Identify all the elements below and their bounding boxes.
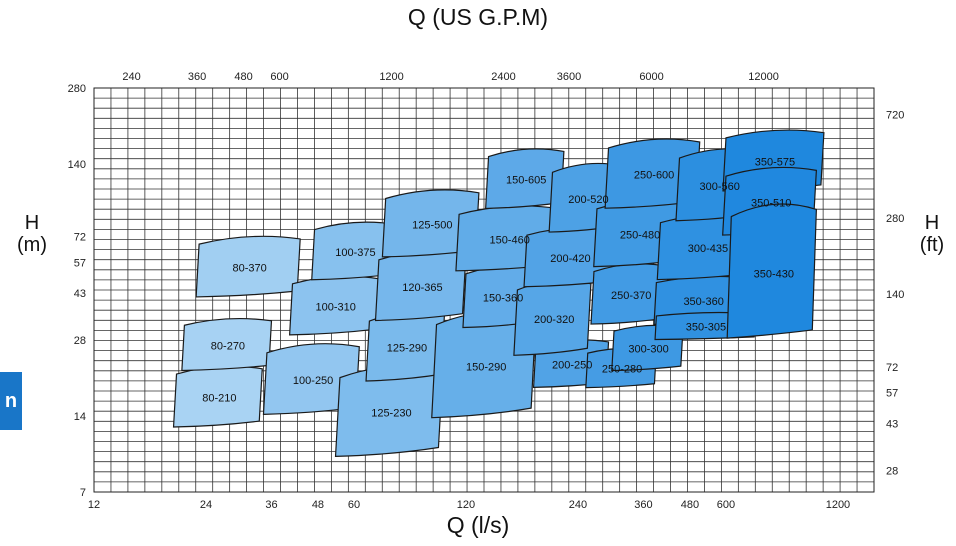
- pump-region-label: 250-280: [602, 363, 642, 375]
- pump-region-label: 125-290: [387, 343, 427, 355]
- y-axis-symbol-right: H: [924, 212, 940, 234]
- pump-region-label: 350-430: [754, 268, 794, 280]
- y-tick-label-left: 280: [68, 83, 86, 95]
- y-axis-unit-left: (m): [17, 234, 47, 256]
- pump-region-label: 300-300: [628, 344, 668, 356]
- y-tick-label-right: 28: [886, 465, 898, 477]
- pump-region-label: 200-520: [568, 194, 608, 206]
- pump-region-label: 350-510: [751, 197, 791, 209]
- x-tick-label-bottom: 120: [457, 499, 475, 511]
- x-tick-label-top: 6000: [639, 71, 663, 83]
- x-tick-label-bottom: 240: [569, 499, 587, 511]
- chart-title-top-axis: Q (US G.P.M): [407, 4, 549, 30]
- pump-region-label: 125-500: [412, 219, 452, 231]
- y-tick-label-right: 72: [886, 362, 898, 374]
- y-tick-label-left: 72: [74, 232, 86, 244]
- x-tick-label-bottom: 24: [200, 499, 212, 511]
- pump-region-label: 350-360: [683, 296, 723, 308]
- pump-region-label: 300-560: [699, 181, 739, 193]
- pump-region-label: 120-365: [402, 282, 442, 294]
- x-tick-label-bottom: 12: [88, 499, 100, 511]
- x-tick-label-top: 1200: [379, 71, 403, 83]
- pump-region-label: 100-250: [293, 375, 333, 387]
- pump-region-350-430: [726, 203, 817, 339]
- pump-region-label: 80-270: [211, 340, 245, 352]
- pump-region-label: 150-605: [506, 175, 546, 187]
- y-axis-unit-right: (ft): [919, 234, 945, 256]
- plot-frame: [93, 87, 875, 493]
- pump-region-label: 150-290: [466, 361, 506, 373]
- y-tick-label-left: 43: [74, 288, 86, 300]
- x-tick-label-bottom: 60: [348, 499, 360, 511]
- side-tab[interactable]: n: [0, 372, 22, 430]
- y-tick-label-right: 720: [886, 110, 904, 122]
- x-axis-label-bottom: Q (l/s): [446, 512, 510, 538]
- y-axis-label-left: H (m): [8, 212, 56, 256]
- y-tick-label-right: 57: [886, 387, 898, 399]
- pump-region-label: 250-370: [611, 290, 651, 302]
- x-tick-label-top: 240: [122, 71, 140, 83]
- pump-region-label: 350-305: [686, 321, 726, 333]
- pump-region-label: 350-575: [755, 156, 795, 168]
- pump-region-label: 300-435: [688, 243, 728, 255]
- pump-region-label: 150-360: [483, 293, 523, 305]
- y-tick-label-left: 28: [74, 335, 86, 347]
- x-tick-label-bottom: 360: [634, 499, 652, 511]
- x-tick-label-top: 360: [188, 71, 206, 83]
- pump-region-labels: 80-210 80-270 80-370 100-250 100-310 100-375 1…: [202, 156, 795, 419]
- y-tick-label-right: 43: [886, 418, 898, 430]
- y-tick-label-right: 140: [886, 289, 904, 301]
- x-tick-label-bottom: 36: [265, 499, 277, 511]
- x-tick-label-bottom: 600: [717, 499, 735, 511]
- x-tick-label-top: 3600: [557, 71, 581, 83]
- pump-region-label: 100-310: [316, 302, 356, 314]
- axis-ticks: 12 24 36 48 60 120 240 360 480 600 1200 240 360 480 60…: [68, 71, 905, 511]
- pump-regions: [172, 129, 825, 457]
- x-tick-label-bottom: 48: [312, 499, 324, 511]
- x-tick-label-bottom: 1200: [826, 499, 850, 511]
- y-axis-label-right: H (ft): [910, 212, 954, 256]
- pump-region-label: 125-230: [371, 408, 411, 420]
- x-tick-label-top: 2400: [491, 71, 515, 83]
- x-tick-label-bottom: 480: [681, 499, 699, 511]
- y-tick-label-left: 57: [74, 257, 86, 269]
- x-tick-label-top: 12000: [748, 71, 779, 83]
- y-tick-label-right: 280: [886, 213, 904, 225]
- pump-region-label: 200-320: [534, 314, 574, 326]
- pump-region-label: 80-370: [233, 263, 267, 275]
- y-tick-label-left: 140: [68, 159, 86, 171]
- pump-region-label: 200-250: [552, 359, 592, 371]
- y-tick-label-left: 7: [80, 487, 86, 499]
- pump-region-label: 200-420: [550, 253, 590, 265]
- y-axis-symbol-left: H: [24, 212, 40, 234]
- y-tick-label-left: 14: [74, 411, 86, 423]
- pump-region-label: 150-460: [489, 234, 529, 246]
- x-tick-label-top: 480: [234, 71, 252, 83]
- pump-region-label: 100-375: [335, 247, 375, 259]
- x-tick-label-top: 600: [270, 71, 288, 83]
- pump-region-label: 250-480: [620, 230, 660, 242]
- pump-region-label: 80-210: [202, 393, 236, 405]
- pump-region-label: 250-600: [634, 170, 674, 182]
